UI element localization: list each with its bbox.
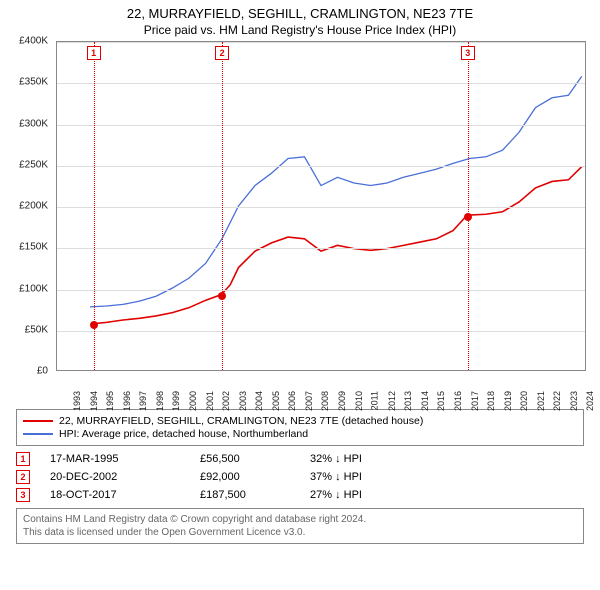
series-line <box>90 76 582 306</box>
x-tick-label: 2012 <box>387 391 397 411</box>
y-tick-label: £0 <box>37 366 48 377</box>
x-tick-label: 2019 <box>503 391 513 411</box>
series-lines <box>57 42 585 370</box>
x-axis: 1993199419951996199719981999200020012002… <box>56 371 586 401</box>
sales-table: 1 17-MAR-1995£56,50032% ↓ HPI 2 20-DEC-2002… <box>16 452 584 502</box>
y-tick-label: £300K <box>19 118 48 129</box>
sale-marker-line <box>468 42 469 370</box>
x-tick-label: 1997 <box>138 391 148 411</box>
gridline <box>57 166 585 167</box>
x-tick-label: 2005 <box>271 391 281 411</box>
sale-marker-dot <box>90 321 98 329</box>
x-tick-label: 1994 <box>89 391 99 411</box>
chart-title: 22, MURRAYFIELD, SEGHILL, CRAMLINGTON, N… <box>10 6 590 21</box>
footer-line-1: Contains HM Land Registry data © Crown c… <box>23 513 577 526</box>
sale-row-date: 18-OCT-2017 <box>50 489 200 501</box>
y-tick-label: £250K <box>19 159 48 170</box>
chart-subtitle: Price paid vs. HM Land Registry's House … <box>10 23 590 37</box>
sale-row-price: £187,500 <box>200 489 310 501</box>
sale-marker-dot <box>218 292 226 300</box>
sale-row-diff: 27% ↓ HPI <box>310 489 430 501</box>
sale-marker-box: 1 <box>87 46 101 60</box>
sale-row-price: £56,500 <box>200 453 310 465</box>
x-tick-label: 2006 <box>287 391 297 411</box>
gridline <box>57 42 585 43</box>
footer-attribution: Contains HM Land Registry data © Crown c… <box>16 508 584 544</box>
sale-row-marker: 3 <box>16 488 30 502</box>
plot-area: 1 2 3 <box>56 41 586 371</box>
legend-label: HPI: Average price, detached house, Nort… <box>59 428 308 440</box>
x-tick-label: 2013 <box>403 391 413 411</box>
x-tick-label: 1993 <box>72 391 82 411</box>
legend-box: 22, MURRAYFIELD, SEGHILL, CRAMLINGTON, N… <box>16 409 584 446</box>
gridline <box>57 83 585 84</box>
x-tick-label: 2021 <box>536 391 546 411</box>
x-tick-label: 2000 <box>188 391 198 411</box>
x-tick-label: 1996 <box>122 391 132 411</box>
legend-item: 22, MURRAYFIELD, SEGHILL, CRAMLINGTON, N… <box>23 415 577 427</box>
gridline <box>57 207 585 208</box>
x-tick-label: 2014 <box>420 391 430 411</box>
sale-marker-box: 2 <box>215 46 229 60</box>
x-tick-label: 2018 <box>486 391 496 411</box>
chart-area: £0£50K£100K£150K£200K£250K£300K£350K£400… <box>10 41 590 401</box>
y-tick-label: £400K <box>19 36 48 47</box>
y-axis: £0£50K£100K£150K£200K£250K£300K£350K£400… <box>10 41 52 371</box>
y-tick-label: £350K <box>19 77 48 88</box>
x-tick-label: 2004 <box>254 391 264 411</box>
legend-label: 22, MURRAYFIELD, SEGHILL, CRAMLINGTON, N… <box>59 415 423 427</box>
sale-row-diff: 37% ↓ HPI <box>310 471 430 483</box>
sale-row-diff: 32% ↓ HPI <box>310 453 430 465</box>
sale-row: 2 20-DEC-2002£92,00037% ↓ HPI <box>16 470 584 484</box>
y-tick-label: £200K <box>19 201 48 212</box>
legend-swatch <box>23 420 53 422</box>
chart-container: 22, MURRAYFIELD, SEGHILL, CRAMLINGTON, N… <box>0 0 600 554</box>
x-tick-label: 2011 <box>369 391 379 410</box>
sale-row: 3 18-OCT-2017£187,50027% ↓ HPI <box>16 488 584 502</box>
x-tick-label: 1995 <box>105 391 115 411</box>
gridline <box>57 331 585 332</box>
sale-row: 1 17-MAR-1995£56,50032% ↓ HPI <box>16 452 584 466</box>
x-tick-label: 2016 <box>453 391 463 411</box>
x-tick-label: 1998 <box>155 391 165 411</box>
sale-marker-line <box>222 42 223 370</box>
x-tick-label: 2020 <box>519 391 529 411</box>
x-tick-label: 2017 <box>470 391 480 411</box>
footer-line-2: This data is licensed under the Open Gov… <box>23 526 577 539</box>
x-tick-label: 2015 <box>436 391 446 411</box>
y-tick-label: £50K <box>25 324 48 335</box>
x-tick-label: 2022 <box>552 391 562 411</box>
x-tick-label: 2010 <box>354 391 364 411</box>
sale-row-marker: 2 <box>16 470 30 484</box>
legend-swatch <box>23 433 53 435</box>
series-line <box>93 167 581 324</box>
x-tick-label: 1999 <box>171 391 181 411</box>
sale-row-date: 17-MAR-1995 <box>50 453 200 465</box>
x-tick-label: 2024 <box>585 391 595 411</box>
gridline <box>57 248 585 249</box>
x-tick-label: 2007 <box>304 391 314 411</box>
sale-marker-dot <box>464 213 472 221</box>
sale-marker-box: 3 <box>461 46 475 60</box>
x-tick-label: 2009 <box>337 391 347 411</box>
x-tick-label: 2023 <box>569 391 579 411</box>
y-tick-label: £100K <box>19 283 48 294</box>
sale-row-marker: 1 <box>16 452 30 466</box>
x-tick-label: 2002 <box>221 391 231 411</box>
x-tick-label: 2003 <box>238 391 248 411</box>
y-tick-label: £150K <box>19 242 48 253</box>
sale-row-price: £92,000 <box>200 471 310 483</box>
x-tick-label: 2001 <box>205 391 215 411</box>
gridline <box>57 290 585 291</box>
gridline <box>57 125 585 126</box>
sale-row-date: 20-DEC-2002 <box>50 471 200 483</box>
legend-item: HPI: Average price, detached house, Nort… <box>23 428 577 440</box>
x-tick-label: 2008 <box>320 391 330 411</box>
